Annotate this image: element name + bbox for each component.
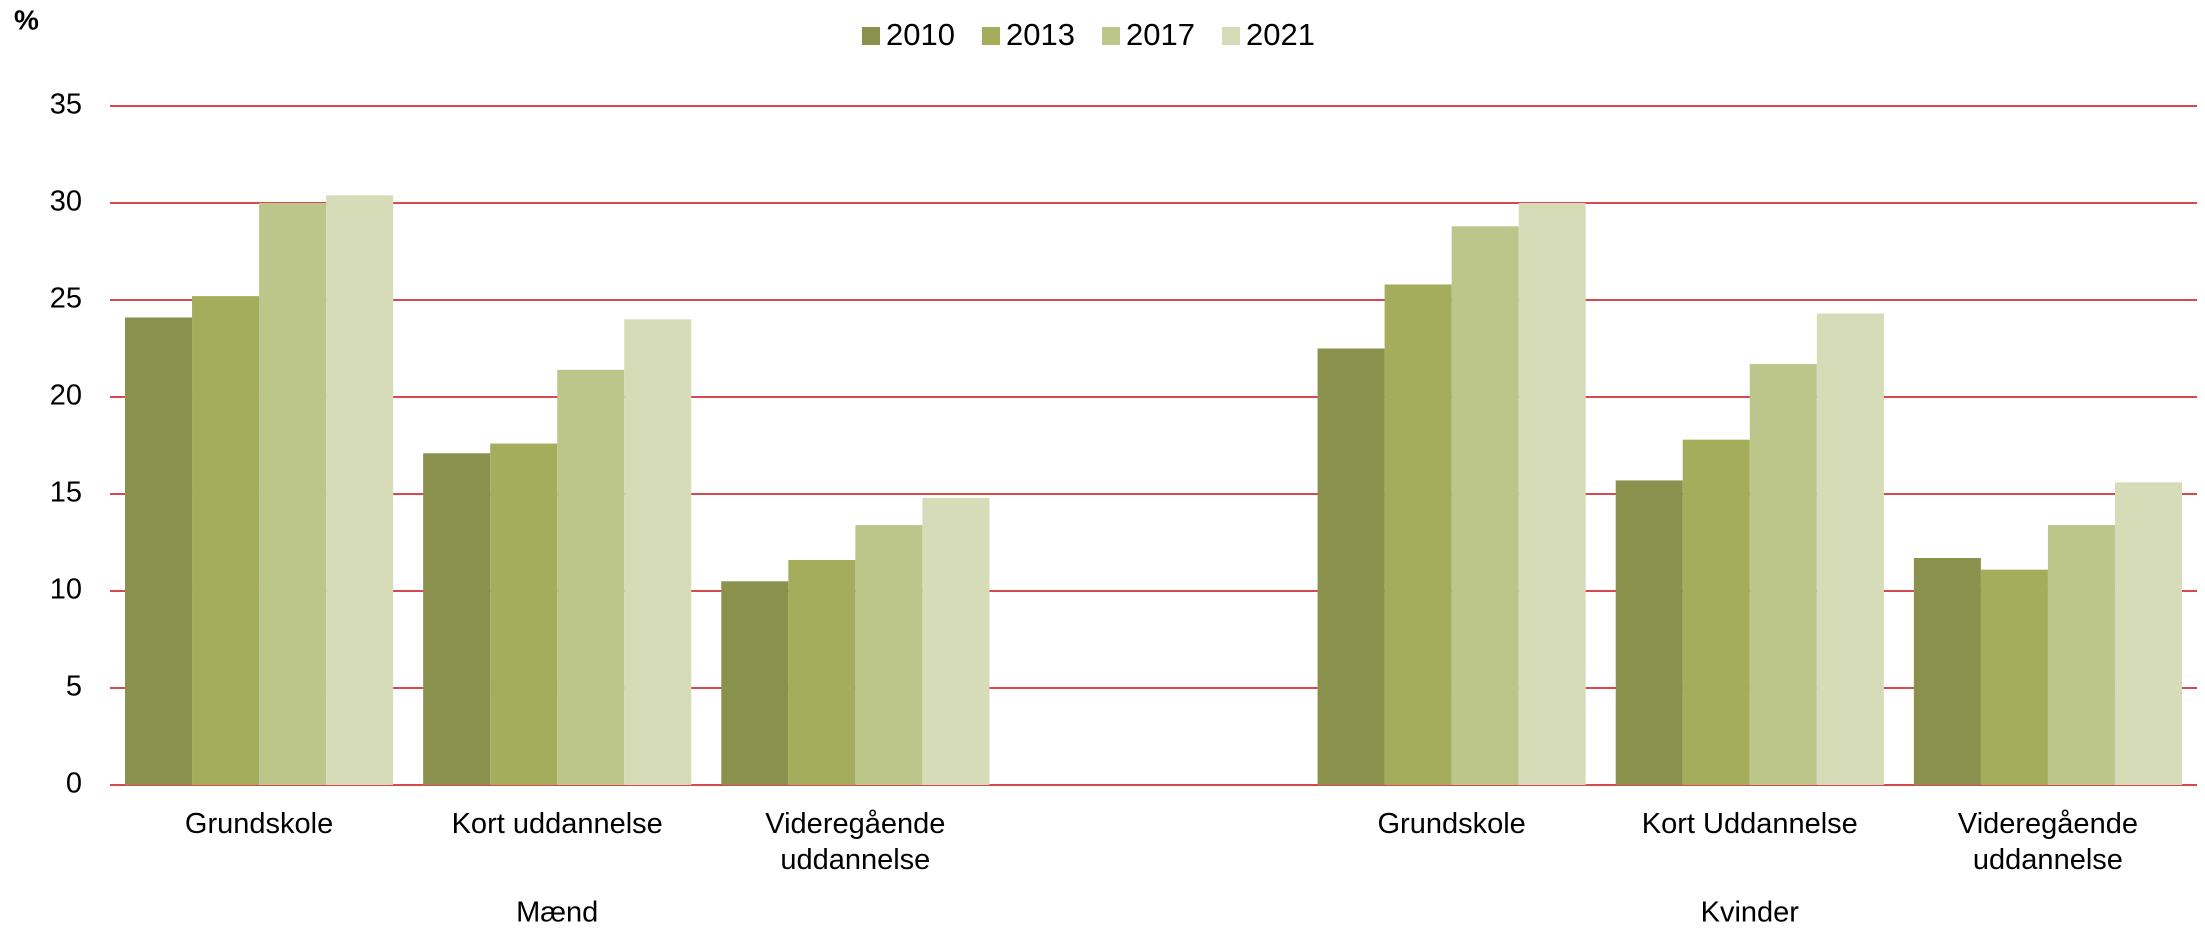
- bar: [1451, 226, 1519, 785]
- y-tick-label: 25: [50, 283, 82, 315]
- x-tick-label: Kort Uddannelse: [1641, 808, 1858, 840]
- bar: [1518, 203, 1586, 785]
- y-tick-label: 0: [66, 768, 82, 800]
- bar: [788, 559, 856, 785]
- bar: [624, 319, 692, 785]
- bar: [1980, 569, 2048, 785]
- legend-label: 2017: [1126, 17, 1195, 52]
- bar: [557, 369, 625, 785]
- bar: [423, 453, 491, 785]
- x-tick-label: Videregående uddannelse: [765, 808, 946, 876]
- legend-swatch: [1222, 27, 1240, 45]
- bar: [922, 497, 990, 785]
- group-label: Kvinder: [1701, 897, 1800, 929]
- legend-swatch: [1102, 27, 1120, 45]
- legend-label: 2010: [886, 17, 955, 52]
- bar: [721, 581, 789, 785]
- bar: [1816, 313, 1884, 785]
- y-tick-label: 15: [50, 477, 82, 509]
- x-tick-label: Grundskole: [184, 808, 334, 840]
- y-tick-label: 10: [50, 574, 82, 606]
- bar: [1913, 558, 1981, 785]
- x-tick-label: Videregående uddannelse: [1957, 808, 2138, 876]
- legend-label: 2013: [1006, 17, 1075, 52]
- bar: [192, 296, 260, 785]
- bar: [1682, 439, 1750, 785]
- bar: [1749, 364, 1817, 785]
- bar: [1384, 284, 1452, 785]
- y-tick-label: 5: [66, 671, 82, 703]
- bar: [1615, 480, 1683, 785]
- legend-swatch: [862, 27, 880, 45]
- group-label: Mænd: [516, 897, 598, 929]
- bar: [259, 203, 327, 785]
- x-tick-label: Kort uddannelse: [451, 808, 663, 840]
- legend-swatch: [982, 27, 1000, 45]
- bar: [1317, 348, 1385, 785]
- bar: [855, 525, 923, 785]
- y-tick-label: 20: [50, 380, 82, 412]
- legend-label: 2021: [1246, 17, 1315, 52]
- bar: [326, 195, 394, 786]
- y-tick-label: 30: [50, 186, 82, 218]
- bar: [2047, 525, 2115, 785]
- x-tick-label: Grundskole: [1377, 808, 1526, 840]
- y-axis-label: %: [14, 4, 39, 35]
- bar: [2114, 482, 2182, 785]
- bar: [490, 443, 558, 785]
- y-tick-label: 35: [50, 89, 82, 121]
- bar: [125, 317, 193, 785]
